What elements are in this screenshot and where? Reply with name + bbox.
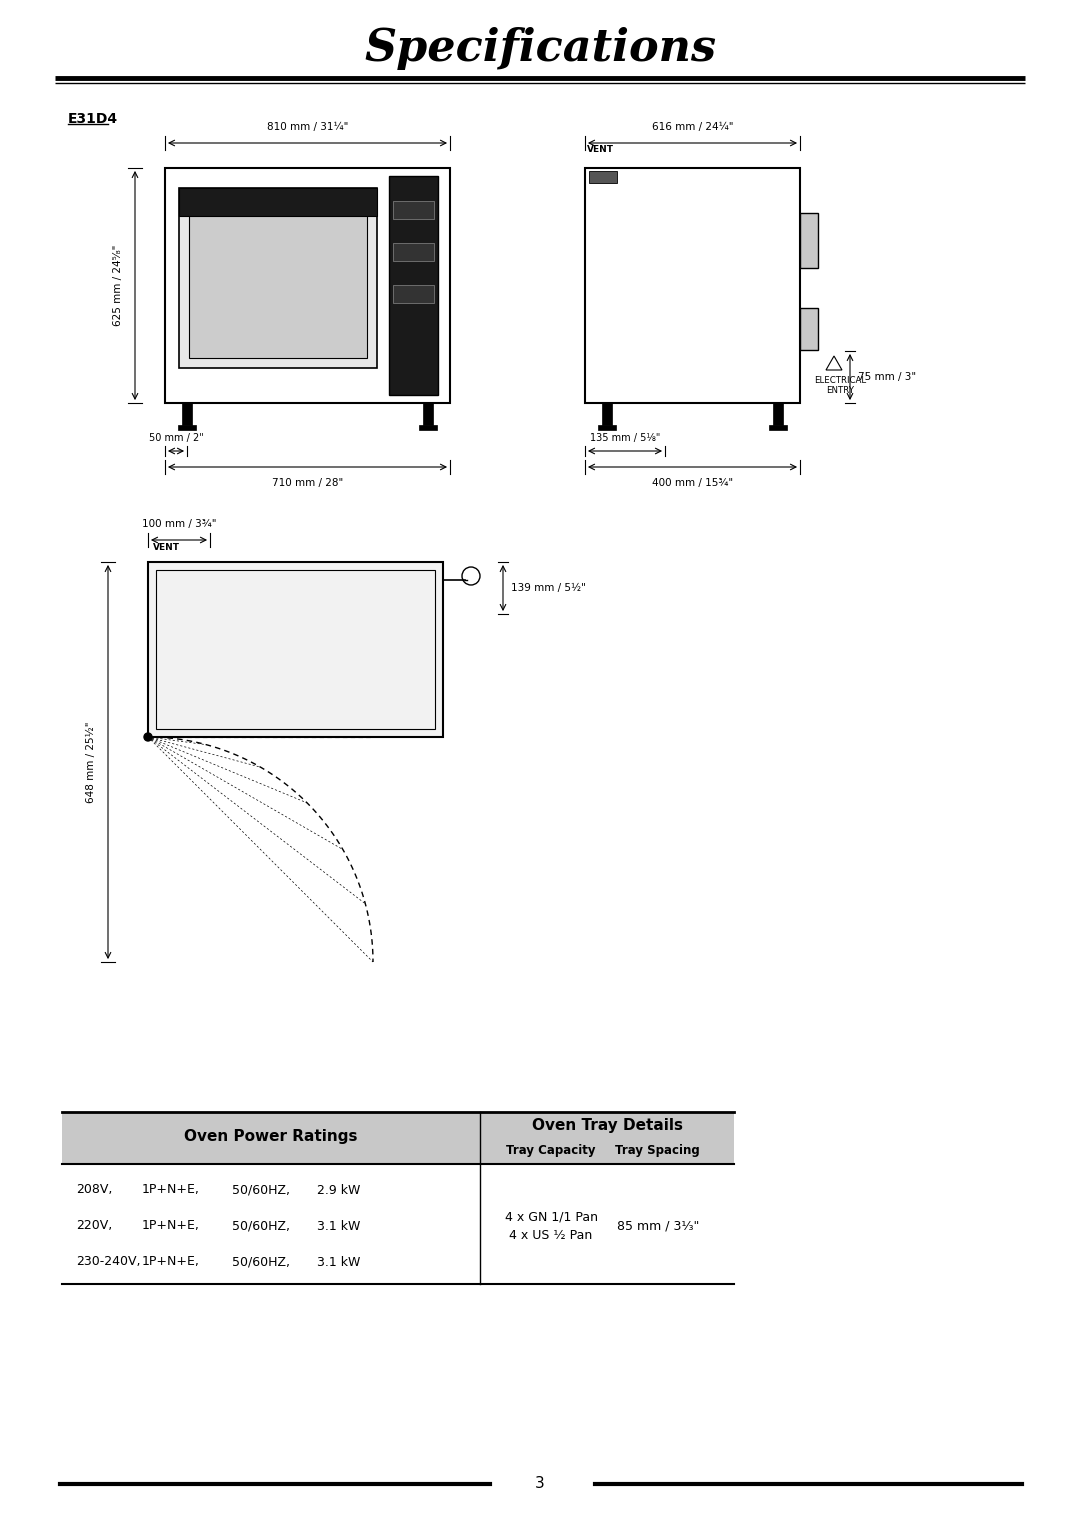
Text: Tray Capacity: Tray Capacity: [507, 1144, 596, 1157]
Text: 2.9 kW: 2.9 kW: [318, 1183, 361, 1197]
Text: E31D4: E31D4: [68, 111, 118, 127]
Text: 710 mm / 28": 710 mm / 28": [272, 478, 343, 489]
Bar: [393, 202, 434, 218]
Text: 1P+N+E,: 1P+N+E,: [141, 1183, 200, 1197]
Circle shape: [144, 733, 152, 741]
Text: 135 mm / 5⅛": 135 mm / 5⅛": [590, 434, 660, 443]
Bar: [183, 403, 192, 425]
Bar: [773, 403, 783, 425]
Bar: [179, 188, 377, 215]
Text: Specifications: Specifications: [364, 26, 716, 70]
Text: 3.1 kW: 3.1 kW: [318, 1220, 361, 1232]
Text: turbofan: turbofan: [247, 379, 309, 391]
Text: 230-240V,: 230-240V,: [76, 1255, 140, 1269]
Text: 648 mm / 25½": 648 mm / 25½": [86, 721, 96, 803]
Text: 616 mm / 24¼": 616 mm / 24¼": [651, 122, 733, 131]
Text: 75 mm / 3": 75 mm / 3": [858, 373, 916, 382]
Text: ELECTRICAL
ENTRY: ELECTRICAL ENTRY: [814, 376, 866, 395]
Bar: [189, 199, 367, 357]
Bar: [393, 286, 434, 302]
Text: 1P+N+E,: 1P+N+E,: [141, 1255, 200, 1269]
Bar: [602, 403, 612, 425]
Text: 4 x GN 1/1 Pan
4 x US ½ Pan: 4 x GN 1/1 Pan 4 x US ½ Pan: [504, 1209, 597, 1241]
Text: 3: 3: [535, 1477, 545, 1492]
Text: 625 mm / 24⁵⁄₈": 625 mm / 24⁵⁄₈": [113, 244, 123, 327]
Bar: [165, 168, 450, 403]
Bar: [800, 212, 818, 269]
Text: 50/60HZ,: 50/60HZ,: [232, 1220, 291, 1232]
Text: VENT: VENT: [588, 145, 615, 154]
Bar: [589, 171, 617, 183]
Bar: [62, 1112, 480, 1164]
Bar: [598, 425, 616, 431]
Bar: [480, 1112, 734, 1164]
Bar: [585, 168, 800, 403]
Bar: [148, 562, 443, 738]
Text: VENT: VENT: [153, 544, 180, 551]
Text: 50 mm / 2": 50 mm / 2": [149, 434, 203, 443]
Text: 1P+N+E,: 1P+N+E,: [141, 1220, 200, 1232]
Text: 400 mm / 15¾": 400 mm / 15¾": [652, 478, 733, 489]
Text: 208V,: 208V,: [76, 1183, 112, 1197]
Bar: [389, 176, 438, 395]
Bar: [393, 243, 434, 261]
Text: Oven Tray Details: Oven Tray Details: [531, 1118, 683, 1133]
Text: Oven Power Ratings: Oven Power Ratings: [185, 1130, 357, 1144]
Text: 3.1 kW: 3.1 kW: [318, 1255, 361, 1269]
Text: Tray Spacing: Tray Spacing: [616, 1144, 700, 1157]
Text: 220V,: 220V,: [76, 1220, 112, 1232]
Text: 85 mm / 3¹⁄₃": 85 mm / 3¹⁄₃": [617, 1220, 699, 1232]
Text: 50/60HZ,: 50/60HZ,: [232, 1183, 291, 1197]
Bar: [423, 403, 433, 425]
Text: 810 mm / 31¼": 810 mm / 31¼": [267, 122, 348, 131]
Bar: [419, 425, 437, 431]
Text: 50/60HZ,: 50/60HZ,: [232, 1255, 291, 1269]
Text: 139 mm / 5½": 139 mm / 5½": [511, 583, 585, 592]
Text: 100 mm / 3¾": 100 mm / 3¾": [141, 519, 216, 528]
Bar: [769, 425, 787, 431]
Bar: [178, 425, 195, 431]
Bar: [800, 308, 818, 350]
Bar: [156, 570, 435, 728]
Bar: [179, 188, 377, 368]
